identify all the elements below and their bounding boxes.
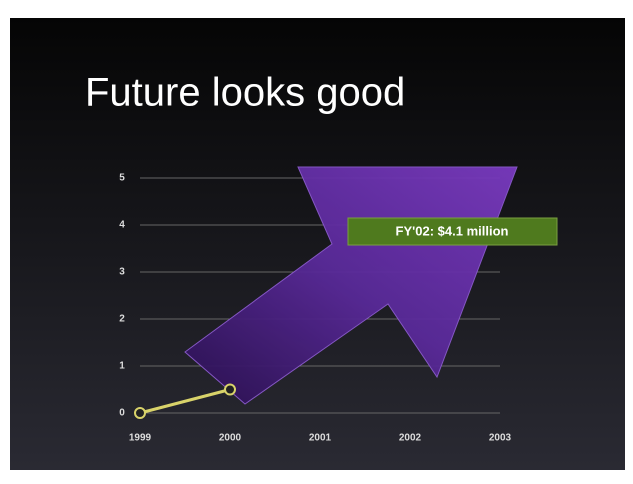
annotation: FY'02: $4.1 million — [396, 223, 509, 238]
plot — [134, 383, 236, 419]
y-tick-label: 2 — [119, 314, 125, 325]
y-tick-label: 1 — [119, 361, 125, 372]
data-point — [224, 383, 236, 396]
annotation-box — [347, 217, 558, 246]
x-tick-label: 1999 — [129, 433, 152, 444]
y-tick-label: 5 — [119, 173, 125, 184]
x-tick-label: 2002 — [399, 433, 422, 444]
x-tick-label: 2000 — [219, 433, 242, 444]
x-tick-label: 2001 — [309, 433, 332, 444]
x-tick-label: 2003 — [489, 433, 512, 444]
data-point — [134, 407, 146, 419]
y-tick-label: 4 — [119, 220, 125, 231]
series-line — [139, 388, 231, 415]
y-tick-label: 3 — [119, 267, 125, 278]
slide-title: Future looks good — [85, 71, 405, 115]
y-tick-label: 0 — [119, 408, 125, 419]
